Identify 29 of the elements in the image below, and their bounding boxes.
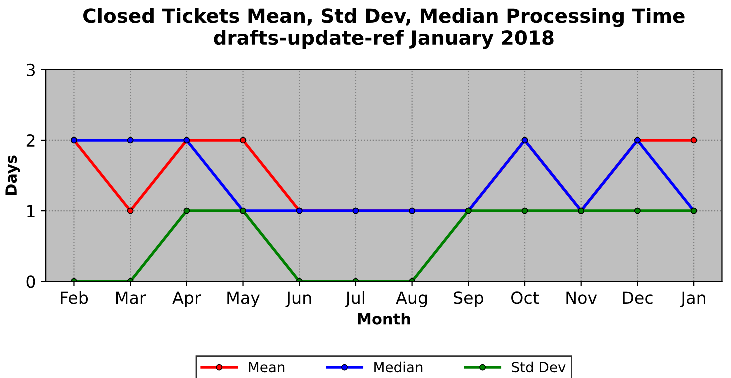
- x-tick-label: Dec: [623, 292, 653, 304]
- x-axis-title: Month: [358, 313, 410, 325]
- x-tick-label: May: [228, 292, 260, 308]
- point: [522, 208, 528, 214]
- y-tick-label: 3: [26, 64, 35, 76]
- point: [690, 137, 698, 144]
- legend-label: Std Dev: [512, 362, 566, 373]
- point: [634, 208, 641, 214]
- point: [127, 137, 134, 144]
- x-tick-label: Jul: [345, 291, 364, 308]
- x-tick-label: Aug: [396, 292, 428, 308]
- legend-label: Median: [374, 362, 423, 373]
- x-tick-label: Sep: [454, 292, 484, 308]
- chart-title: Closed Tickets Mean, Std Dev, Median Processing Time drafts-update-ref January 2018: [84, 8, 685, 50]
- x-tick-label: Jun: [286, 292, 312, 308]
- point: [127, 208, 134, 214]
- point: [240, 137, 246, 144]
- y-tick-label: 1: [28, 205, 35, 218]
- y-tick-label: 2: [26, 134, 35, 147]
- x-tick-label: Oct: [512, 292, 540, 304]
- legend-label: Mean: [249, 362, 285, 373]
- x-tick-label: Feb: [61, 291, 88, 304]
- y-axis-title: Days: [6, 156, 20, 196]
- x-tick-label: Jan: [680, 292, 706, 308]
- x-tick-label: Mar: [116, 292, 146, 304]
- x-tick-label: Nov: [566, 292, 598, 304]
- x-tick-label: Apr: [172, 292, 202, 308]
- y-tick-label: 0: [26, 276, 36, 288]
- point: [184, 208, 190, 214]
